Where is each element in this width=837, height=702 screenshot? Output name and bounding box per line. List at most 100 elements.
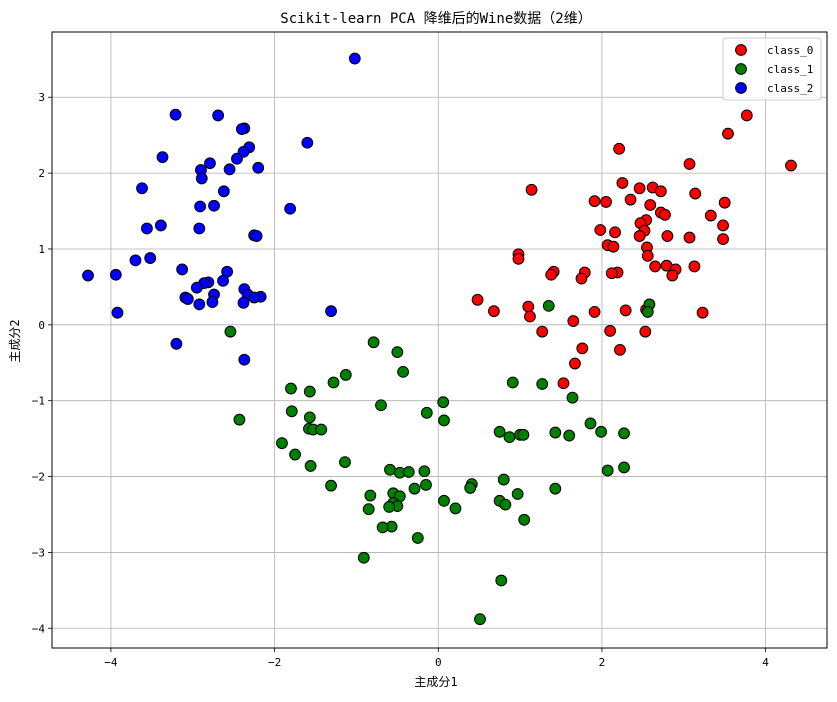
data-point-class_0 (575, 272, 588, 285)
legend: class_0 class_1 class_2 (722, 37, 822, 101)
data-point-class_1 (618, 427, 630, 440)
data-point-class_0 (588, 306, 601, 318)
y-tick-label: −2 (32, 471, 45, 484)
y-tick-label: −4 (32, 622, 46, 635)
data-point-class_1 (437, 396, 450, 409)
data-point-class_2 (193, 222, 206, 235)
data-point-class_0 (666, 269, 679, 282)
data-point-class_1 (411, 532, 424, 544)
data-point-class_2 (181, 293, 194, 305)
data-point-class_0 (604, 324, 617, 337)
data-point-class_0 (696, 306, 709, 319)
data-point-class_1 (315, 423, 328, 436)
data-point-class_1 (418, 465, 431, 478)
data-point-class_2 (284, 202, 297, 215)
data-point-class_1 (464, 482, 477, 494)
data-point-class_0 (619, 304, 632, 317)
data-point-class_2 (144, 252, 157, 264)
data-point-class_0 (609, 226, 621, 239)
data-point-class_2 (156, 151, 169, 164)
data-point-class_2 (235, 123, 248, 136)
data-point-class_0 (717, 219, 729, 232)
data-point-class_2 (217, 185, 230, 198)
data-point-class_2 (208, 199, 220, 212)
data-point-class_1 (233, 413, 246, 426)
data-point-class_2 (129, 254, 142, 267)
data-point-class_0 (567, 315, 580, 327)
data-points (82, 52, 797, 626)
data-point-class_2 (237, 296, 250, 309)
data-point-class_1 (549, 482, 562, 495)
data-point-class_0 (588, 195, 601, 208)
data-point-class_1 (618, 461, 630, 474)
y-tick-label: −1 (32, 395, 45, 408)
data-point-class_2 (250, 230, 263, 242)
data-point-class_1 (518, 513, 531, 526)
data-point-class_2 (195, 172, 208, 185)
data-point-class_2 (231, 152, 243, 165)
data-point-class_1 (601, 464, 614, 477)
data-point-class_0 (525, 183, 538, 196)
data-point-class_0 (488, 305, 500, 318)
legend-marker-class_0 (735, 44, 747, 56)
data-point-class_0 (624, 193, 637, 206)
data-point-class_1 (339, 456, 351, 469)
data-point-class_2 (206, 296, 219, 308)
chart-title: Scikit-learn PCA 降维后的Wine数据（2维） (280, 11, 591, 27)
data-point-class_1 (517, 428, 530, 441)
data-point-class_1 (224, 325, 237, 338)
data-point-class_2 (169, 108, 182, 121)
data-point-class_1 (362, 503, 375, 516)
data-point-class_0 (512, 252, 525, 265)
data-point-class_1 (420, 478, 432, 491)
data-point-class_1 (493, 425, 506, 438)
data-point-class_0 (614, 343, 626, 356)
y-axis-label: 主成分2 (8, 319, 22, 362)
data-point-class_1 (497, 473, 510, 486)
data-point-class_2 (141, 222, 153, 235)
data-point-class_2 (252, 161, 265, 174)
data-point-class_0 (524, 310, 536, 323)
data-point-class_2 (248, 291, 261, 304)
data-point-class_1 (303, 385, 316, 398)
data-point-class_0 (545, 268, 558, 281)
data-point-class_2 (238, 353, 251, 366)
data-point-class_1 (511, 488, 524, 500)
data-point-class_2 (82, 269, 94, 282)
x-tick-label: 2 (599, 656, 606, 669)
data-point-class_2 (223, 163, 236, 176)
legend-marker-class_2 (735, 82, 747, 94)
data-point-class_0 (639, 325, 652, 338)
x-tick-label: 4 (762, 656, 769, 669)
data-point-class_2 (109, 268, 122, 281)
data-point-class_1 (641, 306, 654, 318)
data-point-class_0 (633, 230, 646, 242)
data-point-class_2 (204, 157, 216, 170)
data-point-class_1 (595, 425, 608, 438)
data-point-class_0 (661, 230, 674, 242)
data-point-class_1 (304, 460, 317, 472)
data-point-class_1 (449, 502, 462, 515)
data-point-class_1 (402, 466, 415, 478)
data-point-class_1 (285, 405, 298, 418)
data-point-class_1 (367, 336, 380, 349)
data-point-class_0 (633, 182, 646, 195)
data-point-class_1 (495, 574, 508, 587)
data-point-class_0 (522, 300, 535, 313)
data-point-class_1 (536, 378, 549, 390)
plot-frame (51, 31, 828, 649)
data-point-class_0 (471, 293, 484, 306)
data-point-class_0 (659, 208, 671, 221)
data-point-class_1 (584, 417, 597, 430)
x-tick-label: −2 (268, 656, 281, 669)
data-point-class_2 (154, 219, 167, 232)
data-point-class_1 (563, 429, 576, 442)
data-point-class_2 (325, 305, 337, 318)
data-point-class_1 (289, 448, 301, 461)
y-tick-label: 1 (38, 243, 45, 256)
data-point-class_1 (303, 411, 316, 424)
data-point-class_2 (348, 52, 361, 65)
x-axis-label: 主成分1 (414, 675, 457, 689)
